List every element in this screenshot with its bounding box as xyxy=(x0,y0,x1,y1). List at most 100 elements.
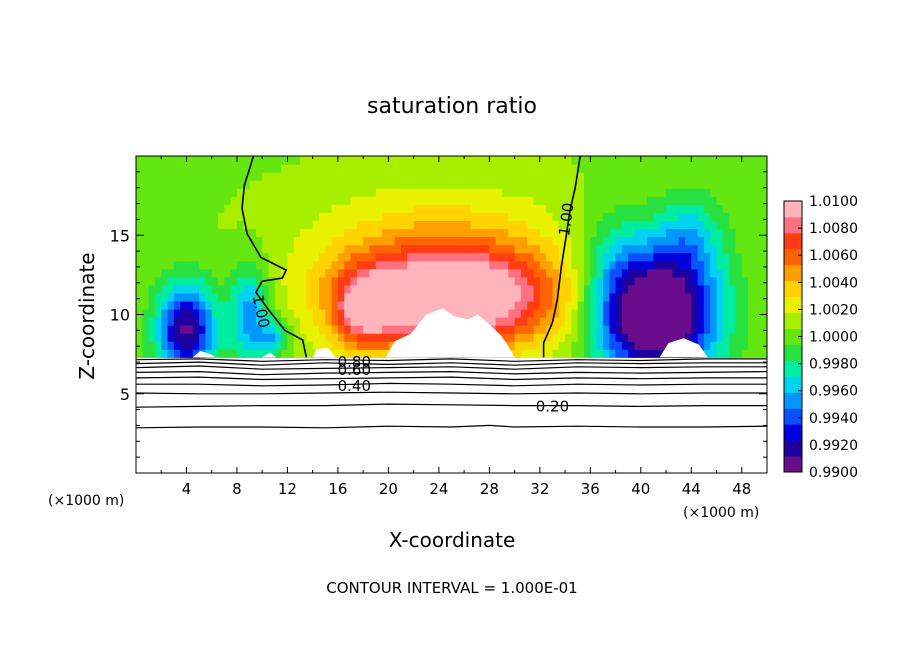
field-cell xyxy=(571,228,579,238)
field-cell xyxy=(634,228,642,238)
field-cell xyxy=(344,300,352,310)
field-cell xyxy=(331,220,339,230)
field-cell xyxy=(375,260,383,270)
field-cell xyxy=(426,204,434,213)
field-cell xyxy=(451,244,459,254)
field-cell xyxy=(312,212,320,222)
field-cell xyxy=(666,284,673,294)
field-cell xyxy=(602,188,610,197)
field-cell xyxy=(199,188,207,197)
field-cell xyxy=(445,268,453,278)
field-cell xyxy=(325,164,333,173)
field-cell xyxy=(186,180,194,189)
field-cell xyxy=(754,204,762,213)
field-cell xyxy=(697,164,705,173)
field-cell xyxy=(445,164,453,173)
field-cell xyxy=(369,220,377,230)
field-cell xyxy=(470,252,478,262)
field-cell xyxy=(754,308,762,318)
field-cell xyxy=(369,172,377,181)
field-cell xyxy=(136,284,143,294)
field-cell xyxy=(224,244,232,254)
field-cell xyxy=(483,284,490,294)
field-cell xyxy=(300,156,307,165)
field-cell xyxy=(419,244,427,254)
field-cell xyxy=(243,252,251,262)
field-cell xyxy=(577,333,585,342)
field-cell xyxy=(691,236,699,246)
field-cell xyxy=(659,341,667,350)
field-cell xyxy=(596,220,604,230)
field-cell xyxy=(678,268,686,278)
field-cell xyxy=(192,228,200,238)
field-cell xyxy=(514,236,522,246)
field-cell xyxy=(596,317,604,326)
field-cell xyxy=(748,292,755,302)
field-cell xyxy=(306,204,314,213)
field-cell xyxy=(495,196,503,205)
field-cell xyxy=(729,284,737,294)
field-cell xyxy=(628,268,636,278)
field-cell xyxy=(394,284,402,294)
field-cell xyxy=(520,244,528,254)
field-cell xyxy=(388,341,396,350)
field-cell xyxy=(615,349,623,358)
field-cell xyxy=(691,325,699,334)
field-cell xyxy=(274,228,282,238)
field-cell xyxy=(300,308,307,318)
field-cell xyxy=(211,333,219,342)
field-cell xyxy=(615,204,623,213)
field-cell xyxy=(375,292,383,302)
field-cell xyxy=(180,188,188,197)
field-cell xyxy=(476,204,484,213)
field-cell xyxy=(457,276,465,286)
field-cell xyxy=(697,204,705,213)
field-cell xyxy=(470,212,478,222)
field-cell xyxy=(142,341,150,350)
field-cell xyxy=(659,244,667,254)
field-cell xyxy=(300,244,307,254)
field-cell xyxy=(154,308,162,318)
field-cell xyxy=(741,292,749,302)
field-cell xyxy=(306,292,314,302)
field-cell xyxy=(344,260,352,270)
field-cell xyxy=(192,292,200,302)
field-cell xyxy=(318,196,326,205)
field-cell xyxy=(501,220,509,230)
field-cell xyxy=(148,276,156,286)
field-cell xyxy=(634,212,642,222)
field-cell xyxy=(489,220,497,230)
field-cell xyxy=(154,204,162,213)
field-cell xyxy=(388,292,396,302)
field-cell xyxy=(741,300,749,310)
field-cell xyxy=(684,244,692,254)
field-cell xyxy=(236,341,244,350)
field-cell xyxy=(413,164,421,173)
field-cell xyxy=(621,292,629,302)
field-cell xyxy=(401,292,408,302)
field-cell xyxy=(596,300,604,310)
field-cell xyxy=(224,188,232,197)
field-cell xyxy=(659,204,667,213)
field-cell xyxy=(735,164,743,173)
field-cell xyxy=(325,268,333,278)
field-cell xyxy=(552,228,560,238)
field-cell xyxy=(710,341,718,350)
field-cell xyxy=(640,228,648,238)
field-cell xyxy=(312,300,320,310)
field-cell xyxy=(653,172,661,181)
field-cell xyxy=(609,284,617,294)
field-cell xyxy=(388,220,396,230)
field-cell xyxy=(337,172,345,181)
field-cell xyxy=(167,333,175,342)
field-cell xyxy=(741,228,749,238)
field-cell xyxy=(300,333,307,342)
field-cell xyxy=(546,204,554,213)
field-cell xyxy=(325,252,333,262)
colorbar-swatch xyxy=(784,376,802,393)
field-cell xyxy=(748,317,755,326)
field-cell xyxy=(350,204,358,213)
field-cell xyxy=(609,333,617,342)
field-cell xyxy=(710,276,718,286)
field-cell xyxy=(710,172,718,181)
